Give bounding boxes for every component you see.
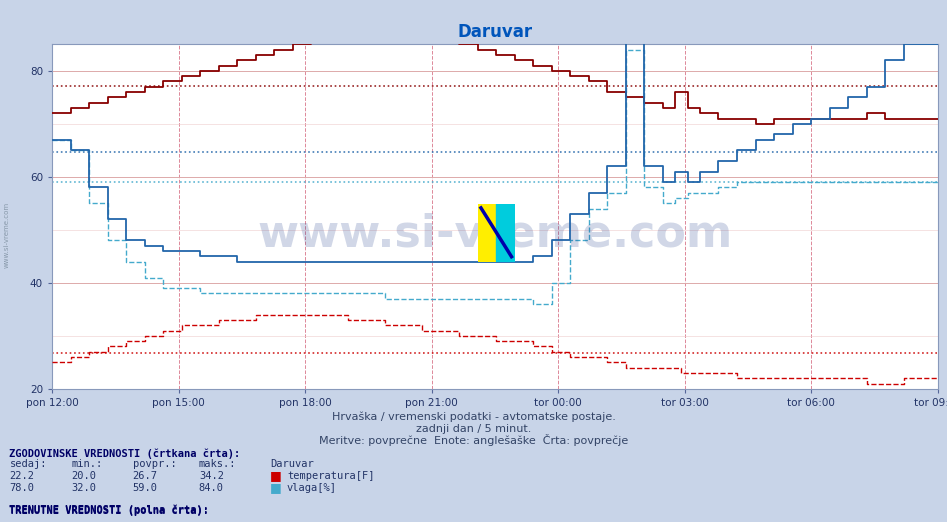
- Text: min.:: min.:: [71, 459, 102, 469]
- Text: ■: ■: [270, 469, 281, 482]
- Text: 78.0: 78.0: [9, 483, 34, 493]
- Text: 26.7: 26.7: [133, 471, 157, 481]
- Text: povpr.:: povpr.:: [133, 459, 176, 469]
- Text: sedaj:: sedaj:: [9, 459, 47, 469]
- Text: www.si-vreme.com: www.si-vreme.com: [4, 202, 9, 268]
- Text: 32.0: 32.0: [71, 483, 96, 493]
- Text: 20.0: 20.0: [71, 471, 96, 481]
- Text: vlaga[%]: vlaga[%]: [287, 483, 337, 493]
- Text: Hrvaška / vremenski podatki - avtomatske postaje.: Hrvaška / vremenski podatki - avtomatske…: [331, 412, 616, 422]
- Text: Daruvar: Daruvar: [270, 459, 313, 469]
- Text: www.si-vreme.com: www.si-vreme.com: [258, 212, 732, 255]
- Text: TRENUTNE VREDNOSTI (polna črta):: TRENUTNE VREDNOSTI (polna črta):: [9, 504, 209, 515]
- Text: ■: ■: [270, 481, 281, 494]
- Title: Daruvar: Daruvar: [457, 23, 532, 41]
- Text: TRENUTNE VREDNOSTI (polna črta):: TRENUTNE VREDNOSTI (polna črta):: [9, 506, 209, 516]
- Text: zadnji dan / 5 minut.: zadnji dan / 5 minut.: [416, 424, 531, 434]
- Text: maks.:: maks.:: [199, 459, 237, 469]
- Text: temperatura[F]: temperatura[F]: [287, 471, 374, 481]
- Text: 34.2: 34.2: [199, 471, 223, 481]
- Text: Meritve: povprečne  Enote: anglešaške  Črta: povprečje: Meritve: povprečne Enote: anglešaške Črt…: [319, 434, 628, 446]
- Text: 22.2: 22.2: [9, 471, 34, 481]
- Text: 84.0: 84.0: [199, 483, 223, 493]
- Text: 59.0: 59.0: [133, 483, 157, 493]
- Text: ZGODOVINSKE VREDNOSTI (črtkana črta):: ZGODOVINSKE VREDNOSTI (črtkana črta):: [9, 448, 241, 459]
